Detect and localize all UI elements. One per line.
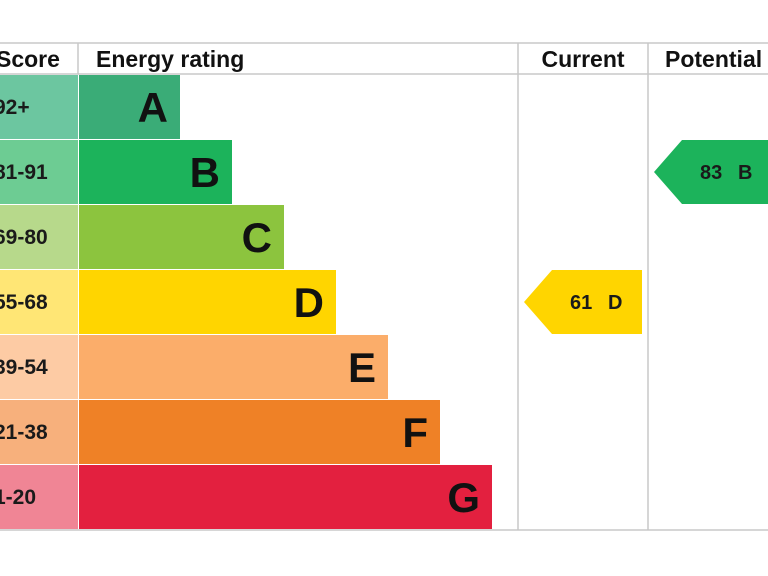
rating-bar-b bbox=[79, 140, 232, 204]
rating-bar-f bbox=[79, 400, 440, 464]
score-header: Score bbox=[0, 46, 60, 72]
rating-letter-f: F bbox=[402, 409, 428, 456]
potential-band: B bbox=[738, 162, 752, 184]
score-range-e: 39-54 bbox=[0, 356, 48, 379]
score-cell-f bbox=[0, 400, 78, 464]
rating-letter-g: G bbox=[447, 474, 480, 521]
potential-header: Potential bbox=[665, 46, 762, 72]
rating-letter-d: D bbox=[294, 279, 324, 326]
potential-arrow bbox=[654, 140, 768, 204]
score-cell-g bbox=[0, 465, 78, 529]
current-score: 61 bbox=[570, 292, 592, 314]
energy-rating-header: Energy rating bbox=[96, 46, 244, 72]
score-range-a: 92+ bbox=[0, 96, 30, 119]
score-range-b: 81-91 bbox=[0, 161, 48, 184]
score-cell-c bbox=[0, 205, 78, 269]
table-grid bbox=[0, 42, 768, 531]
rating-bar-a bbox=[79, 75, 180, 139]
potential-score: 83 bbox=[700, 162, 722, 184]
rating-letter-c: C bbox=[242, 214, 272, 261]
rating-bar-d bbox=[79, 270, 336, 334]
score-range-g: 1-20 bbox=[0, 486, 36, 509]
score-cell-e bbox=[0, 335, 78, 399]
score-range-f: 21-38 bbox=[0, 421, 48, 444]
rating-letter-a: A bbox=[138, 84, 168, 131]
current-arrow bbox=[524, 270, 642, 334]
rating-bands: 92+ A 81-91 B 69-80 C 55-68 D 39-54 E 21-38 F 1-20 G bbox=[0, 75, 492, 529]
rating-bar-c bbox=[79, 205, 284, 269]
rating-letter-b: B bbox=[190, 149, 220, 196]
current-header: Current bbox=[541, 46, 624, 72]
score-range-c: 69-80 bbox=[0, 226, 48, 249]
rating-bar-e bbox=[79, 335, 388, 399]
rating-indicators: 61 D 83 B bbox=[524, 140, 768, 334]
score-cell-b bbox=[0, 140, 78, 204]
current-band: D bbox=[608, 292, 622, 314]
rating-bar-g bbox=[79, 465, 492, 529]
score-range-d: 55-68 bbox=[0, 291, 48, 314]
score-cell-d bbox=[0, 270, 78, 334]
score-cell-a bbox=[0, 75, 78, 139]
rating-letter-e: E bbox=[348, 344, 376, 391]
